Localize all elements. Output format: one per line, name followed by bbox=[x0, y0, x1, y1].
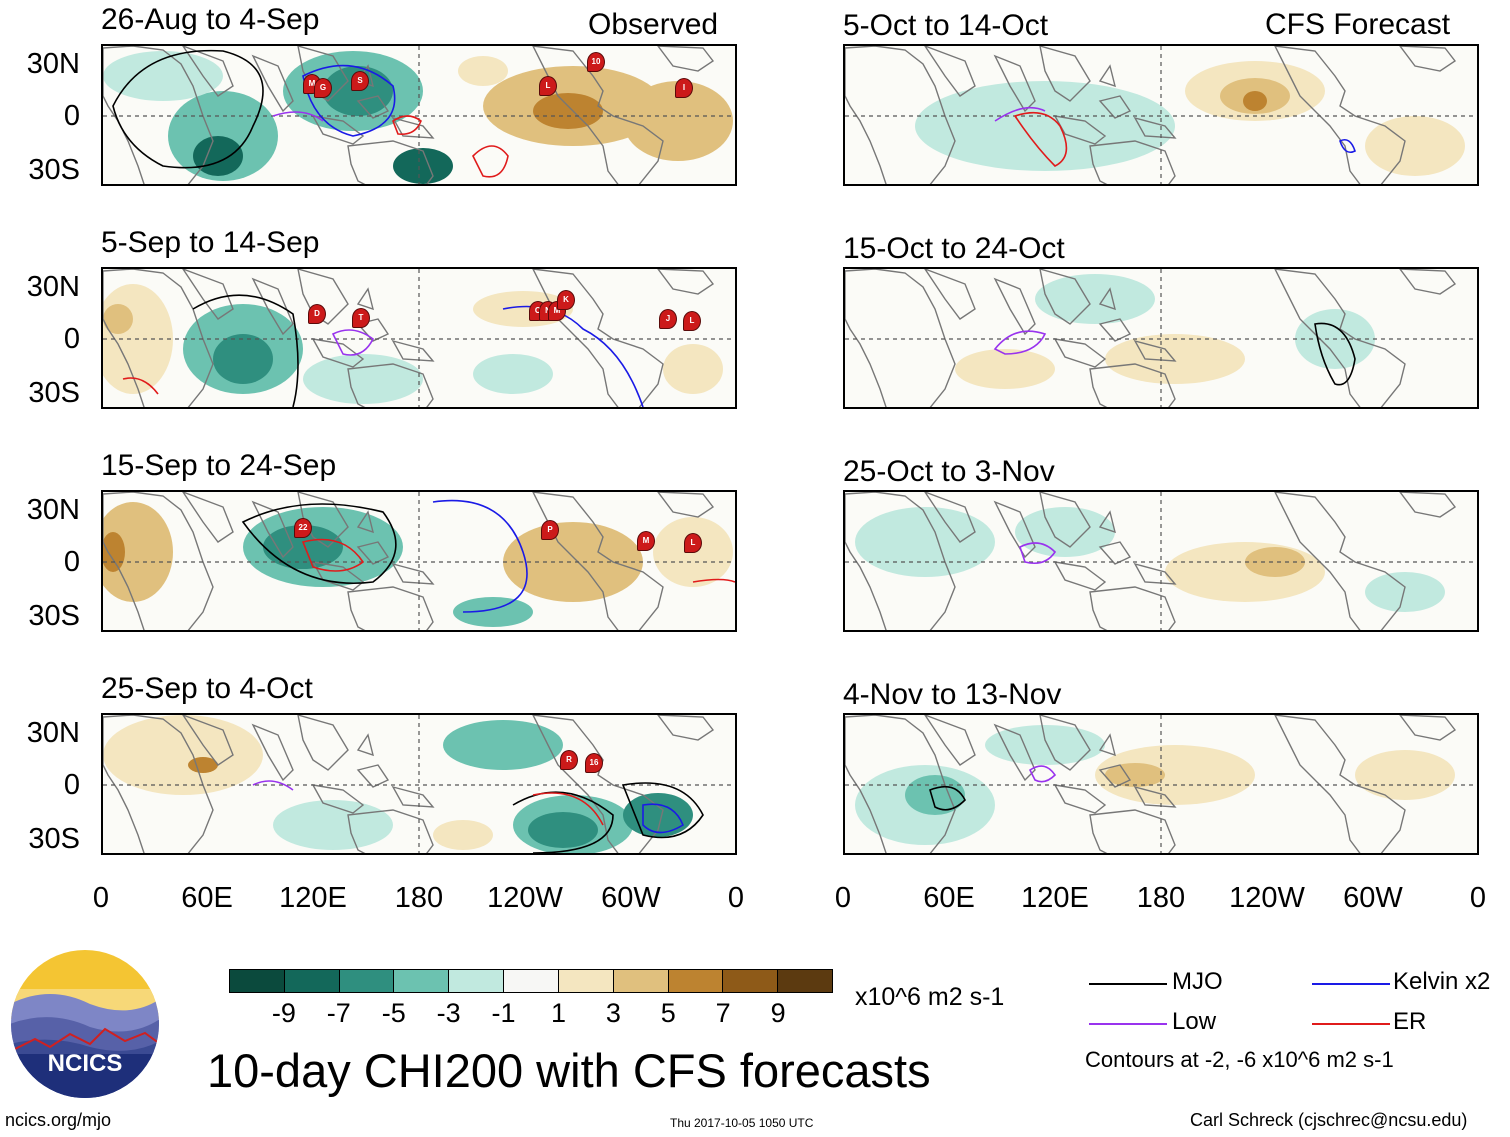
legend-low-label: Low bbox=[1172, 1008, 1217, 1035]
tropical-cyclone-marker: I bbox=[675, 78, 693, 98]
contours-note: Contours at -2, -6 x10^6 m2 s-1 bbox=[1085, 1047, 1394, 1072]
ncics-logo: NCICS bbox=[11, 950, 159, 1098]
forecast-panel-title: 4-Nov to 13-Nov bbox=[843, 678, 1062, 711]
tropical-cyclone-marker: K bbox=[557, 290, 575, 310]
forecast-map-3 bbox=[843, 490, 1479, 632]
forecast-map-2 bbox=[843, 267, 1479, 409]
x-label: 60E bbox=[923, 882, 975, 914]
colorbar-cell bbox=[230, 970, 285, 992]
x-label: 120W bbox=[1229, 882, 1305, 914]
legend-kelvin-line bbox=[1312, 983, 1390, 985]
tropical-cyclone-marker: L bbox=[683, 311, 701, 331]
colorbar-tick-label: -5 bbox=[381, 998, 406, 1028]
colorbar-tick-label: -7 bbox=[326, 998, 351, 1028]
observed-map-3 bbox=[101, 490, 737, 632]
colorbar-cell bbox=[778, 970, 832, 992]
colorbar-cell bbox=[339, 970, 395, 992]
colorbar-cell bbox=[668, 970, 724, 992]
legend-mjo-line bbox=[1089, 983, 1167, 985]
y-label-eq: 0 bbox=[63, 100, 80, 132]
tropical-cyclone-marker: D bbox=[308, 304, 326, 324]
x-label: 120E bbox=[1021, 882, 1089, 914]
colorbar-tick-label: 5 bbox=[660, 998, 676, 1028]
observed-label: Observed bbox=[588, 8, 719, 41]
x-label: 180 bbox=[394, 882, 444, 914]
tropical-cyclone-marker: R bbox=[560, 750, 578, 770]
observed-map-1 bbox=[101, 44, 737, 186]
tropical-cyclone-marker: L bbox=[684, 533, 702, 553]
colorbar-cell bbox=[613, 970, 669, 992]
x-label: 60W bbox=[1343, 882, 1403, 914]
x-label: 120E bbox=[279, 882, 347, 914]
tropical-cyclone-marker: G bbox=[314, 78, 332, 98]
observed-panel-title: 25-Sep to 4-Oct bbox=[101, 672, 313, 705]
tropical-cyclone-marker: 16 bbox=[585, 753, 603, 773]
y-label-30n: 30N bbox=[26, 271, 80, 303]
logo-text: NCICS bbox=[48, 1050, 123, 1077]
x-label: 0 bbox=[834, 882, 852, 914]
x-label: 60E bbox=[181, 882, 233, 914]
legend-mjo-label: MJO bbox=[1172, 968, 1223, 995]
colorbar-cell bbox=[504, 970, 559, 992]
colorbar-units: x10^6 m2 s-1 bbox=[855, 983, 1005, 1011]
forecast-panel-title: 5-Oct to 14-Oct bbox=[843, 9, 1049, 42]
colorbar-tick-label: 7 bbox=[715, 998, 731, 1028]
colorbar bbox=[229, 969, 833, 993]
colorbar-tick-label: -3 bbox=[436, 998, 461, 1028]
tropical-cyclone-marker: S bbox=[351, 71, 369, 91]
y-label-30s: 30S bbox=[28, 154, 80, 186]
y-label-eq: 0 bbox=[63, 323, 80, 355]
tropical-cyclone-marker: P bbox=[541, 520, 559, 540]
colorbar-tick-label: -9 bbox=[271, 998, 296, 1028]
y-label-30s: 30S bbox=[28, 823, 80, 855]
x-label: 180 bbox=[1136, 882, 1186, 914]
footer-timestamp: Thu 2017-10-05 1050 UTC bbox=[670, 1116, 814, 1130]
x-label: 60W bbox=[601, 882, 661, 914]
tropical-cyclone-marker: M bbox=[637, 531, 655, 551]
colorbar-cell bbox=[284, 970, 340, 992]
legend-low-line bbox=[1089, 1023, 1167, 1025]
colorbar-cell bbox=[558, 970, 614, 992]
colorbar-cell bbox=[723, 970, 779, 992]
footer-author: Carl Schreck (cjschrec@ncsu.edu) bbox=[1190, 1110, 1468, 1130]
colorbar-cell bbox=[449, 970, 505, 992]
tropical-cyclone-marker: 10 bbox=[587, 52, 605, 72]
colorbar-tick-label: 9 bbox=[770, 998, 786, 1028]
legend-er-label: ER bbox=[1393, 1008, 1427, 1035]
colorbar-tick-label: 3 bbox=[605, 998, 621, 1028]
figure-title: 10-day CHI200 with CFS forecasts bbox=[207, 1044, 931, 1097]
colorbar-tick-label: -1 bbox=[491, 998, 516, 1028]
tropical-cyclone-marker: L bbox=[539, 76, 557, 96]
y-label-30n: 30N bbox=[26, 494, 80, 526]
forecast-label: CFS Forecast bbox=[1265, 8, 1451, 41]
forecast-panel-title: 25-Oct to 3-Nov bbox=[843, 455, 1055, 488]
y-label-30n: 30N bbox=[26, 717, 80, 749]
forecast-map-4 bbox=[843, 713, 1479, 855]
colorbar-cell bbox=[394, 970, 450, 992]
tropical-cyclone-marker: T bbox=[352, 308, 370, 328]
legend-kelvin-label: Kelvin x2 bbox=[1393, 968, 1491, 995]
tropical-cyclone-marker: 22 bbox=[294, 518, 312, 538]
y-label-eq: 0 bbox=[63, 769, 80, 801]
observed-map-2 bbox=[101, 267, 737, 409]
x-label: 0 bbox=[727, 882, 745, 914]
y-label-eq: 0 bbox=[63, 546, 80, 578]
observed-map-4 bbox=[101, 713, 737, 855]
y-label-30s: 30S bbox=[28, 600, 80, 632]
observed-panel-title: 15-Sep to 24-Sep bbox=[101, 449, 337, 482]
tropical-cyclone-marker: J bbox=[659, 309, 677, 329]
x-label: 0 bbox=[1469, 882, 1487, 914]
y-label-30s: 30S bbox=[28, 377, 80, 409]
x-label: 120W bbox=[487, 882, 563, 914]
x-label: 0 bbox=[92, 882, 110, 914]
y-label-30n: 30N bbox=[26, 48, 80, 80]
footer-website[interactable]: ncics.org/mjo bbox=[5, 1110, 112, 1130]
observed-panel-title: 5-Sep to 14-Sep bbox=[101, 226, 320, 259]
legend-er-line bbox=[1312, 1023, 1390, 1025]
observed-panel-title: 26-Aug to 4-Sep bbox=[101, 3, 320, 36]
forecast-map-1 bbox=[843, 44, 1479, 186]
colorbar-tick-label: 1 bbox=[550, 998, 566, 1028]
forecast-panel-title: 15-Oct to 24-Oct bbox=[843, 232, 1065, 265]
